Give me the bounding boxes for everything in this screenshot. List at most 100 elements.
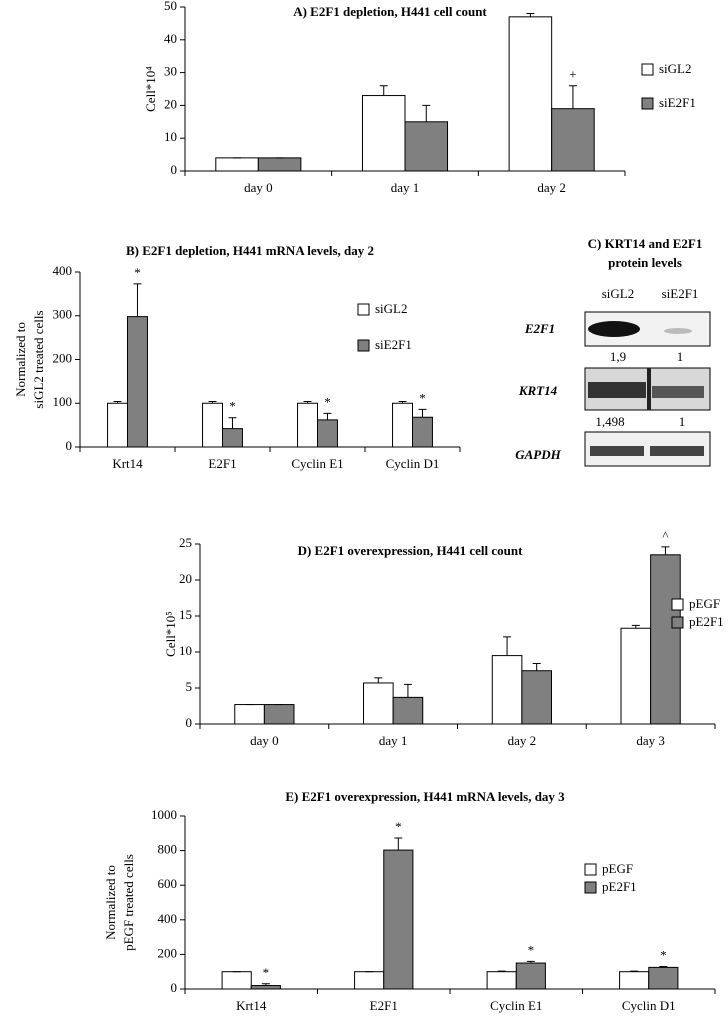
annotation: *: [134, 265, 141, 280]
legend-swatch: [357, 303, 370, 316]
y-tick-label: 0: [186, 715, 193, 730]
annotation: *: [528, 942, 535, 957]
error-bar: [208, 401, 217, 404]
y-tick-label: 20: [164, 96, 177, 111]
y-tick-label: 0: [171, 980, 178, 995]
error-bar: [133, 283, 142, 317]
error-bar: [526, 960, 535, 964]
bar: [383, 849, 414, 990]
x-tick-label: E2F1: [208, 456, 236, 471]
bar: [650, 554, 681, 725]
legend-swatch: [641, 63, 654, 76]
x-tick-label: day 3: [636, 733, 665, 748]
bar: [412, 416, 433, 448]
legend-swatch: [641, 97, 654, 110]
annotation: *: [229, 399, 236, 414]
x-tick-label: Cyclin D1: [622, 998, 676, 1013]
bar: [250, 985, 281, 990]
error-bar: [568, 85, 577, 109]
x-tick-label: Cyclin D1: [386, 456, 440, 471]
legend-label: siE2F1: [659, 95, 696, 110]
chart-title: B) E2F1 depletion, H441 mRNA levels, day…: [126, 243, 374, 258]
bar: [297, 402, 318, 448]
error-bar: [303, 401, 312, 404]
y-axis-label: Cell*10⁵: [163, 611, 178, 657]
y-tick-label: 300: [53, 307, 73, 322]
bar: [107, 402, 129, 448]
y-tick-label: 25: [179, 535, 192, 550]
error-bar: [418, 408, 427, 418]
y-tick-label: 10: [164, 129, 177, 144]
bar: [215, 157, 259, 172]
bar: [221, 971, 252, 990]
y-axis-label: Cell*10⁴: [143, 66, 158, 112]
error-bar: [497, 970, 506, 972]
y-tick-label: 15: [179, 607, 192, 622]
bar: [354, 971, 385, 990]
y-tick-label: 20: [179, 571, 192, 586]
legend-label: pEGF: [602, 861, 633, 876]
bar: [508, 16, 553, 172]
x-tick-label: day 1: [391, 180, 420, 195]
annotation: *: [660, 947, 667, 962]
legend-label: pE2F1: [602, 879, 637, 894]
blot-band: [664, 328, 692, 334]
error-bar: [661, 546, 670, 555]
quant-label: 1: [677, 349, 684, 364]
legend-label: pEGF: [689, 596, 720, 611]
blot-band: [590, 446, 644, 456]
error-bar: [630, 970, 639, 972]
blot-band: [650, 446, 704, 456]
y-axis-label: siGL2 treated cells: [31, 310, 46, 408]
annotation: *: [263, 965, 270, 980]
annotation: *: [395, 819, 402, 834]
bar: [521, 670, 552, 725]
chart-title: A) E2F1 depletion, H441 cell count: [293, 4, 487, 19]
lane-label: siE2F1: [662, 286, 699, 301]
annotation: *: [419, 390, 426, 405]
quant-label: 1,498: [595, 414, 624, 429]
legend-swatch: [584, 881, 597, 894]
error-bar: [394, 837, 403, 851]
western-blot: C) KRT14 and E2F1 protein levels siGL2 s…: [515, 236, 711, 467]
row-label: KRT14: [518, 383, 558, 398]
y-tick-label: 50: [164, 0, 177, 13]
y-axis-label: Normalized to: [13, 322, 28, 397]
x-tick-label: day 0: [244, 180, 273, 195]
legend-swatch: [671, 616, 684, 629]
error-bar: [403, 683, 412, 698]
bar: [515, 962, 546, 990]
bar: [551, 108, 595, 172]
error-bar: [228, 417, 237, 429]
y-tick-label: 30: [164, 64, 177, 79]
legend-label: siGL2: [375, 301, 408, 316]
y-tick-label: 1000: [151, 807, 177, 822]
blot-band: [652, 386, 704, 398]
bar: [202, 402, 224, 448]
error-bar: [398, 401, 407, 404]
y-tick-label: 400: [53, 263, 73, 278]
legend-swatch: [671, 598, 684, 611]
y-axis-label: Normalized to: [103, 865, 118, 940]
y-tick-label: 40: [164, 31, 177, 46]
x-tick-label: day 2: [508, 733, 537, 748]
y-tick-label: 200: [53, 350, 73, 365]
bar: [234, 704, 265, 725]
quant-label: 1: [679, 414, 686, 429]
blot-band: [647, 368, 651, 410]
y-tick-label: 0: [171, 162, 178, 177]
error-bar: [503, 636, 512, 656]
legend-swatch: [357, 339, 370, 352]
x-tick-label: Cyclin E1: [291, 456, 343, 471]
y-tick-label: 100: [53, 394, 73, 409]
bar: [127, 316, 148, 448]
row-label: GAPDH: [515, 447, 561, 462]
bar: [491, 655, 523, 725]
y-tick-label: 800: [158, 842, 178, 857]
error-bar: [532, 663, 541, 671]
legend-label: siGL2: [659, 61, 692, 76]
y-tick-label: 400: [158, 911, 178, 926]
bar: [392, 696, 424, 725]
y-tick-label: 0: [66, 438, 73, 453]
bar: [620, 627, 652, 725]
